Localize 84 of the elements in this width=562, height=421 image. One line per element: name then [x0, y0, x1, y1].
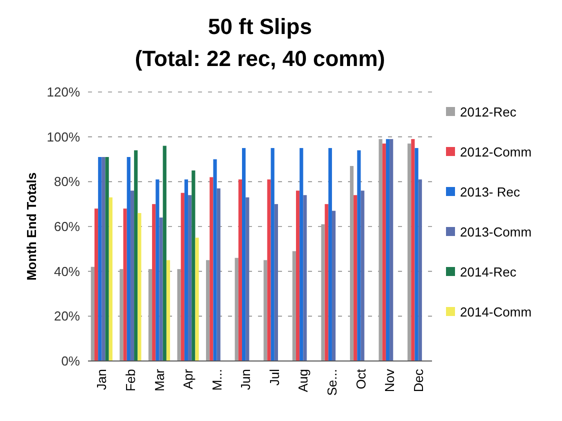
x-tick-label: M... — [209, 369, 224, 391]
y-tick-label: 80% — [54, 174, 80, 190]
legend-label: 2012-Rec — [460, 104, 517, 120]
bar — [138, 213, 142, 361]
bar — [378, 139, 382, 361]
bar — [350, 166, 354, 361]
x-tick-label: Nov — [382, 368, 398, 392]
y-tick-label: 0% — [61, 354, 80, 369]
bar — [382, 144, 386, 361]
bar — [292, 251, 296, 361]
x-tick-label: Oct — [353, 368, 368, 390]
bar — [94, 208, 98, 361]
bar — [411, 139, 415, 361]
chart-title: 50 ft Slips — [208, 14, 312, 39]
bar — [126, 157, 130, 361]
bar — [134, 150, 138, 361]
x-tick-label: Feb — [123, 369, 138, 392]
bar — [162, 146, 166, 361]
bar — [357, 150, 361, 361]
bar — [418, 179, 422, 361]
bar — [152, 204, 156, 361]
bar — [156, 179, 160, 361]
bar — [296, 190, 300, 361]
bar — [300, 148, 304, 361]
bar — [177, 269, 181, 361]
bar — [354, 195, 358, 361]
bar — [188, 195, 192, 361]
x-tick-label: Mar — [152, 368, 167, 392]
bar — [303, 195, 307, 361]
x-tick-label: Dec — [410, 368, 426, 392]
x-tick-label: Se... — [324, 369, 340, 396]
bar — [408, 144, 412, 361]
bar — [90, 266, 94, 361]
legend-label: 2014-Comm — [460, 304, 532, 320]
bar — [159, 218, 163, 361]
bar — [264, 260, 268, 361]
bar — [184, 179, 188, 361]
bar — [234, 258, 238, 361]
bar — [195, 238, 199, 361]
bar — [324, 204, 328, 361]
bar — [213, 159, 217, 361]
y-tick-label: 20% — [54, 308, 80, 324]
x-tick-label: Aug — [296, 369, 311, 392]
bar — [98, 157, 102, 361]
bar — [210, 177, 214, 361]
bar — [390, 139, 394, 361]
bar — [216, 188, 220, 361]
y-tick-label: 100% — [46, 129, 80, 144]
bar — [267, 179, 271, 361]
bar — [130, 190, 134, 361]
x-tick-label: Apr — [180, 368, 196, 390]
bar — [246, 197, 250, 361]
bar — [332, 210, 336, 361]
bar — [105, 157, 109, 361]
bar — [180, 192, 184, 361]
chart-subtitle: (Total: 22 rec, 40 comm) — [134, 46, 386, 71]
bar — [206, 260, 210, 361]
x-tick-label: Jan — [94, 369, 110, 390]
y-axis-title: Month End Totals — [24, 172, 39, 281]
bar — [238, 179, 242, 361]
bar — [328, 148, 332, 361]
bar — [192, 170, 196, 361]
bar — [414, 148, 418, 361]
legend-label: 2013-Comm — [460, 224, 532, 240]
bar — [166, 260, 170, 361]
bar — [120, 269, 124, 361]
y-tick-label: 60% — [54, 219, 80, 234]
legend-label: 2012-Comm — [460, 144, 532, 160]
bar — [102, 157, 106, 361]
x-tick-label: Jul — [266, 368, 282, 386]
bar — [386, 139, 390, 361]
bar — [360, 190, 364, 361]
y-tick-label: 40% — [54, 264, 80, 279]
bar — [148, 269, 152, 361]
legend-label: 2014-Rec — [460, 264, 517, 280]
y-tick-label: 120% — [46, 84, 80, 100]
bar — [270, 148, 274, 361]
bar — [321, 224, 325, 361]
legend-label: 2013- Rec — [460, 184, 520, 200]
bar — [274, 204, 278, 361]
bar — [242, 148, 246, 361]
bar — [123, 208, 127, 361]
bar — [108, 197, 112, 361]
x-tick-label: Jun — [238, 369, 254, 390]
